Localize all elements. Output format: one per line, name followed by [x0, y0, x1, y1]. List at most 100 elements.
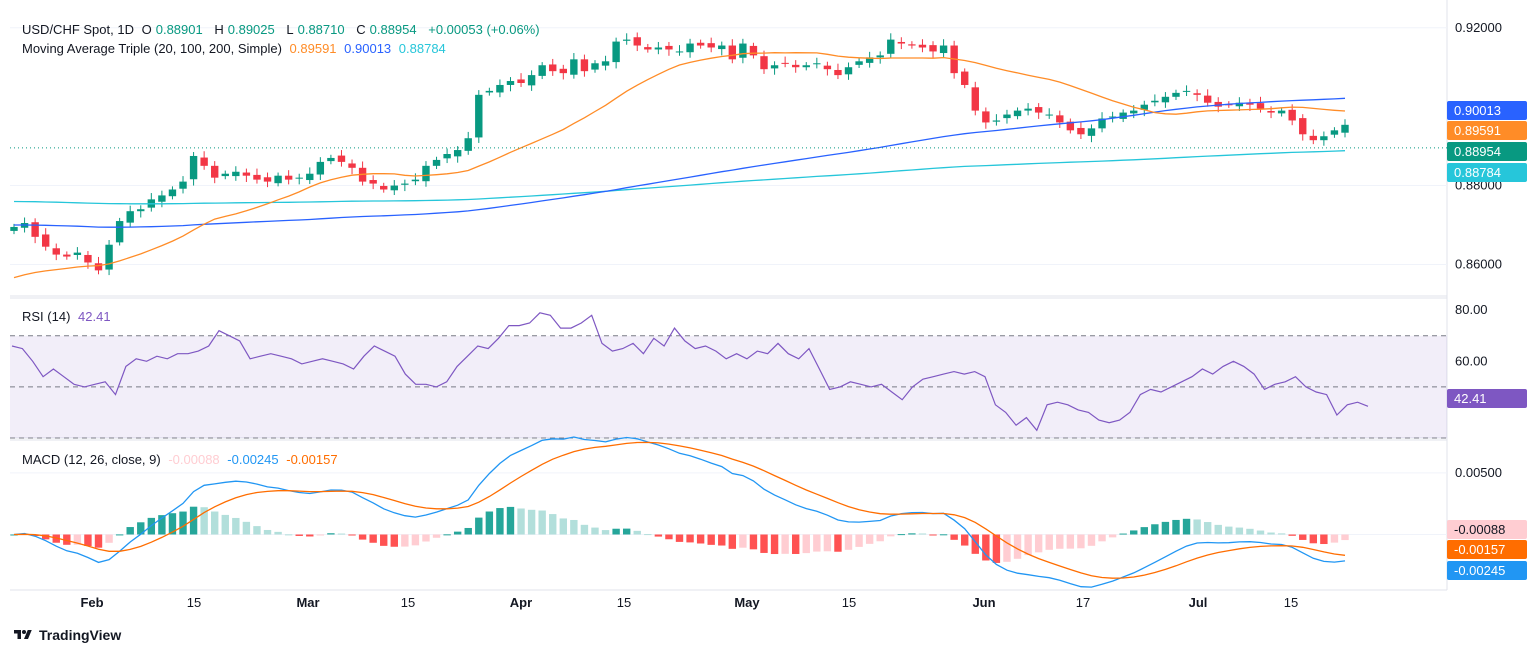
candle-body [306, 173, 314, 181]
macd-histogram-bar [696, 534, 705, 544]
macd-histogram-bar [1077, 534, 1085, 549]
macd-histogram-bar [770, 534, 779, 555]
macd-histogram-bar [950, 534, 958, 540]
candle-body [982, 111, 990, 123]
candle-body [1077, 127, 1085, 135]
ma-name: Moving Average Triple (20, 100, 200, Sim… [22, 41, 282, 56]
macd-histogram-bar [221, 514, 229, 535]
candle-body [929, 45, 937, 52]
price-tick-label: 0.86000 [1455, 256, 1502, 271]
candle-body [496, 84, 504, 93]
candle-body [760, 56, 768, 70]
tradingview-label: TradingView [39, 627, 122, 643]
candle-body [1203, 95, 1212, 103]
macd-histogram-bar [633, 530, 641, 535]
candle-body [1034, 107, 1043, 113]
candle-body [1288, 109, 1296, 121]
macd-histogram-bar [1330, 534, 1339, 543]
macd-histogram-bar [1172, 519, 1180, 535]
macd-histogram-bar [411, 534, 420, 546]
candle-body [41, 234, 50, 247]
macd-histogram-bar [644, 534, 652, 536]
candle-body [918, 44, 927, 48]
candle-body [813, 63, 821, 65]
macd-histogram-bar [538, 510, 546, 535]
ohlc-low: L 0.88710 [286, 22, 345, 37]
candle-body [749, 45, 758, 56]
candle-body [390, 185, 398, 191]
macd-histogram-bar [918, 533, 927, 535]
candle-body [432, 159, 441, 166]
candle-body [1066, 121, 1075, 131]
macd-histogram-bar [939, 534, 948, 536]
macd-histogram-bar [844, 534, 853, 550]
macd-histogram-bar [823, 534, 832, 552]
macd-histogram-bar [1256, 530, 1265, 535]
macd-histogram-bar [242, 521, 251, 535]
macd-histogram-bar [887, 534, 895, 537]
ma20-price-tag: 0.89591 [1447, 121, 1527, 140]
candle-body [1003, 114, 1011, 119]
candle-body [284, 175, 293, 180]
candle-body [961, 71, 969, 85]
axes: 0.920000.880000.8600080.0060.000.005000.… [80, 20, 1502, 610]
macd-histogram-bar [105, 534, 113, 543]
candle-body [348, 163, 356, 168]
candle-body [580, 59, 589, 72]
tradingview-logo[interactable]: TradingView [12, 627, 121, 643]
candle-body [380, 185, 388, 190]
candle-body [1341, 124, 1349, 133]
candle-body [179, 181, 187, 189]
candle-body [232, 171, 240, 177]
macd-histogram-bar [232, 517, 240, 535]
candle-body [369, 180, 377, 184]
macd-histogram-bar [295, 534, 303, 536]
x-tick-label: Jul [1189, 595, 1208, 610]
price-pane[interactable] [10, 32, 1447, 279]
candle-body [897, 41, 906, 44]
candle-body [1267, 111, 1275, 113]
macd-histogram-bar [549, 514, 557, 535]
candle-body [718, 45, 726, 50]
macd-histogram-bar [855, 534, 863, 547]
candle-body [84, 254, 92, 263]
candle-body [612, 41, 620, 63]
macd-histogram-bar [591, 527, 599, 535]
rsi-pane[interactable] [10, 312, 1447, 439]
candle-body [10, 226, 18, 231]
macd-pane[interactable] [10, 436, 1349, 588]
macd-histogram-bar [718, 534, 726, 546]
macd-histogram-bar [897, 534, 906, 536]
x-tick-label: 15 [617, 595, 631, 610]
macd-histogram-bar [813, 534, 821, 552]
macd-histogram-bar [1203, 522, 1212, 535]
macd-histogram-bar [168, 513, 177, 535]
candle-body [475, 94, 483, 138]
candle-body [1277, 110, 1286, 114]
ohlc-change: +0.00053 (+0.06%) [428, 22, 540, 37]
candle-body [591, 63, 599, 70]
x-tick-label: May [734, 595, 760, 610]
macd-histogram-bar [792, 534, 800, 554]
macd-histogram-bar [1034, 534, 1043, 553]
macd-histogram-bar [475, 517, 483, 535]
rsi-name: RSI (14) [22, 309, 71, 324]
candle-body [274, 175, 282, 184]
candle-body [1299, 118, 1307, 135]
rsi-value: 42.41 [78, 309, 111, 324]
candle-body [887, 39, 895, 54]
candle-body [728, 45, 737, 60]
candle-body [1130, 110, 1138, 114]
candle-body [1045, 114, 1053, 116]
candle-body [211, 165, 219, 178]
macd-histogram-bar [337, 533, 346, 535]
candle-body [876, 55, 884, 58]
macd-histogram-bar [274, 531, 282, 535]
macd-histogram-bar [601, 530, 610, 535]
macd-histogram-bar [1320, 534, 1328, 545]
candle-body [622, 39, 631, 41]
macd-histogram-bar [1341, 534, 1349, 541]
rsi-tag: 42.41 [1447, 389, 1527, 408]
candle-body [200, 157, 208, 166]
